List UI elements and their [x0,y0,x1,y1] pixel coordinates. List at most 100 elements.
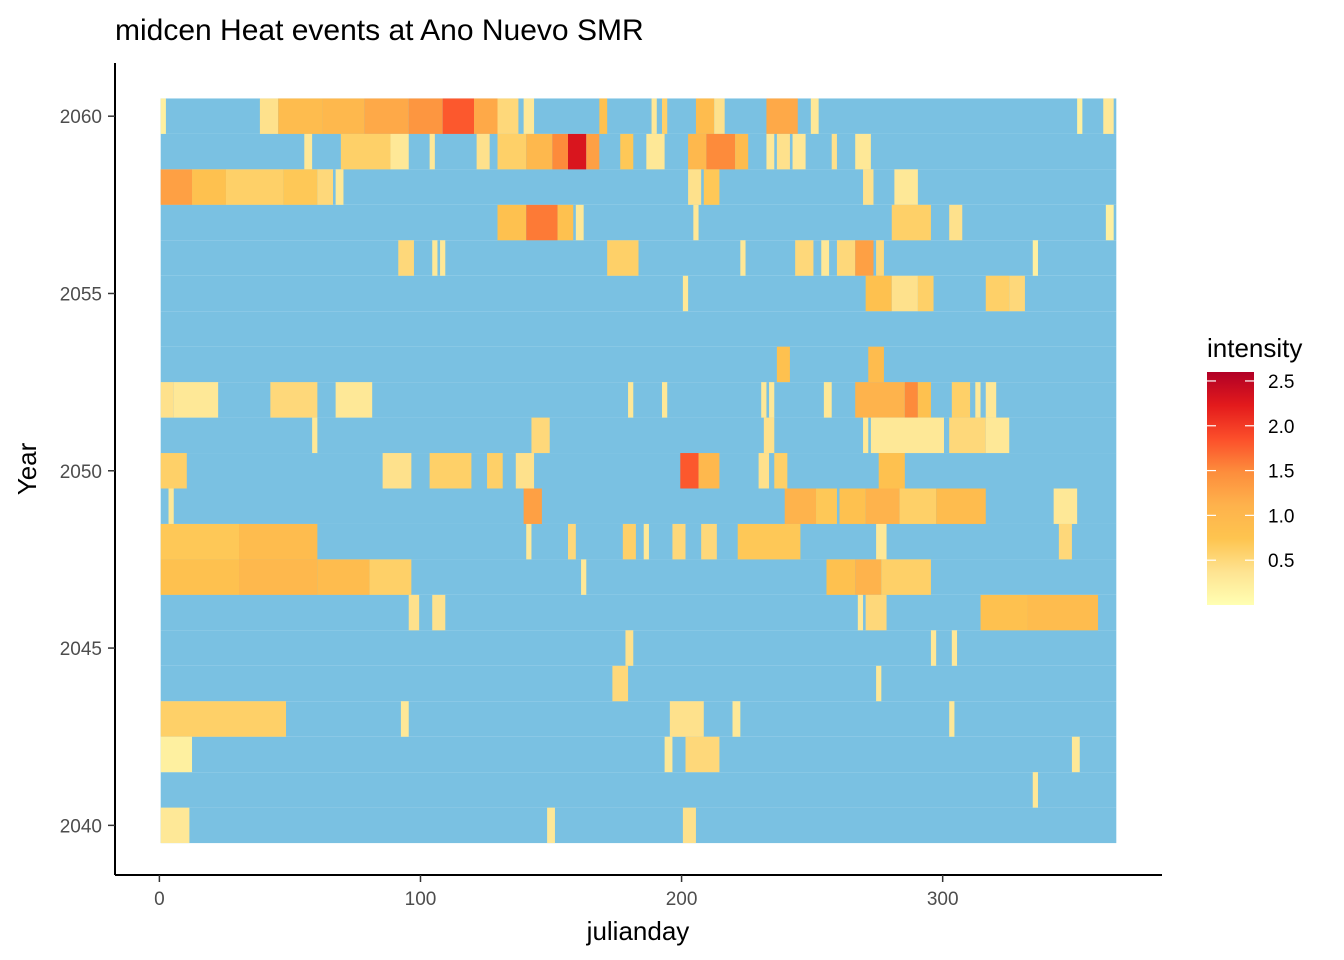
legend-title: intensity [1207,333,1302,363]
heat-event-cell [599,98,608,134]
heat-event-cell [661,382,668,418]
heat-event-cell [442,98,475,134]
heat-event-cell [168,488,174,524]
heat-event-cell [776,133,790,170]
heat-event-cell [732,701,741,737]
heat-event-cell [270,382,318,418]
heat-event-cell [625,630,634,666]
heat-event-cell [1077,98,1083,134]
heat-event-cell [568,133,587,170]
heatmap-row-2057 [160,204,1117,241]
heat-event-cell [881,559,931,595]
heatmap-row-2054 [160,311,1117,347]
heat-event-cell [515,453,535,489]
heatmap-row-2045 [160,630,1117,666]
heat-event-cell [688,133,707,170]
x-tick-label: 300 [927,889,959,910]
heat-event-cell [703,169,720,205]
y-axis-ticks: 2040 2045 2050 2055 2060 [60,107,115,837]
heat-event-cell [432,240,438,276]
heatmap-row-2050 [160,453,1117,489]
heat-event-cell [868,346,884,383]
heat-event-cell [160,523,240,560]
heat-event-cell [737,523,801,560]
heat-event-cell [160,453,187,489]
heat-event-cell [440,240,446,276]
legend-tick-label: 1.0 [1268,506,1294,527]
heatmap-row-2044 [160,665,1117,702]
heat-event-cell [429,133,435,170]
heat-event-cell [740,240,746,276]
heat-event-cell [643,523,649,560]
heat-event-cell [857,594,864,631]
x-tick-label: 100 [405,889,437,910]
heat-event-cell [706,133,736,170]
heat-event-cell [855,240,874,276]
heat-event-cell [1105,204,1114,241]
heat-event-cell [985,275,1010,312]
heat-event-cell [878,453,905,489]
heat-event-cell [680,453,699,489]
heat-event-cell [795,240,814,276]
heat-event-cell [364,98,409,134]
heat-event-cell [586,133,600,170]
legend-tick-label: 0.5 [1268,551,1294,572]
heat-event-cell [408,98,443,134]
heat-event-cell [891,275,918,312]
heat-event-cell [283,169,318,205]
heat-event-cell [526,523,532,560]
heat-event-cell [487,453,503,489]
heat-event-cell [531,417,550,454]
legend-tick-label: 1.5 [1268,462,1294,483]
heat-event-cell [1009,275,1025,312]
heat-event-cell [651,98,657,134]
heat-event-cell [160,382,174,418]
heat-event-cell [526,204,558,241]
heat-event-cell [855,133,871,170]
heat-event-cell [776,346,790,383]
heat-event-cell [863,417,869,454]
heat-event-cell [581,559,587,595]
heat-event-cell [335,382,373,418]
y-tick-label: 2045 [60,639,102,660]
heat-event-cell [523,488,542,524]
heat-event-cell [1071,736,1080,773]
heat-event-cell [688,169,702,205]
heat-event-cell [949,417,986,454]
heat-event-cell [930,630,937,666]
heat-event-cell [173,382,219,418]
heat-event-cell [575,204,584,241]
heatmap-row-2043 [160,701,1117,737]
heat-event-cell [160,169,193,205]
plot-area [160,98,1117,844]
heat-event-cell [951,382,971,418]
heat-event-cell [382,453,412,489]
heat-event-cell [698,453,720,489]
heat-event-cell [612,665,629,702]
heat-event-cell [317,169,334,205]
chart-title: midcen Heat events at Ano Nuevo SMR [115,14,644,47]
heat-event-cell [304,133,313,170]
heat-event-cell [160,98,166,134]
heat-event-cell [774,453,788,489]
heat-event-cell [682,275,689,312]
heat-event-cell [547,807,555,844]
heat-event-cell [398,240,414,276]
heat-event-cell [474,98,498,134]
heat-event-cell [701,523,717,560]
heat-event-cell [836,240,856,276]
heatmap-row-2053 [160,346,1117,383]
heat-event-cell [936,488,986,524]
y-tick-label: 2050 [60,462,102,483]
heat-event-cell [855,559,882,595]
heat-event-cell [160,559,240,595]
heat-event-cell [669,701,704,737]
heat-event-cell [865,594,887,631]
heat-event-cell [826,559,856,595]
heat-event-cell [766,133,775,170]
heat-event-cell [761,382,767,418]
heat-event-cell [622,523,636,560]
heat-event-cell [784,488,817,524]
heat-event-cell [917,382,931,418]
heat-event-cell [369,559,412,595]
